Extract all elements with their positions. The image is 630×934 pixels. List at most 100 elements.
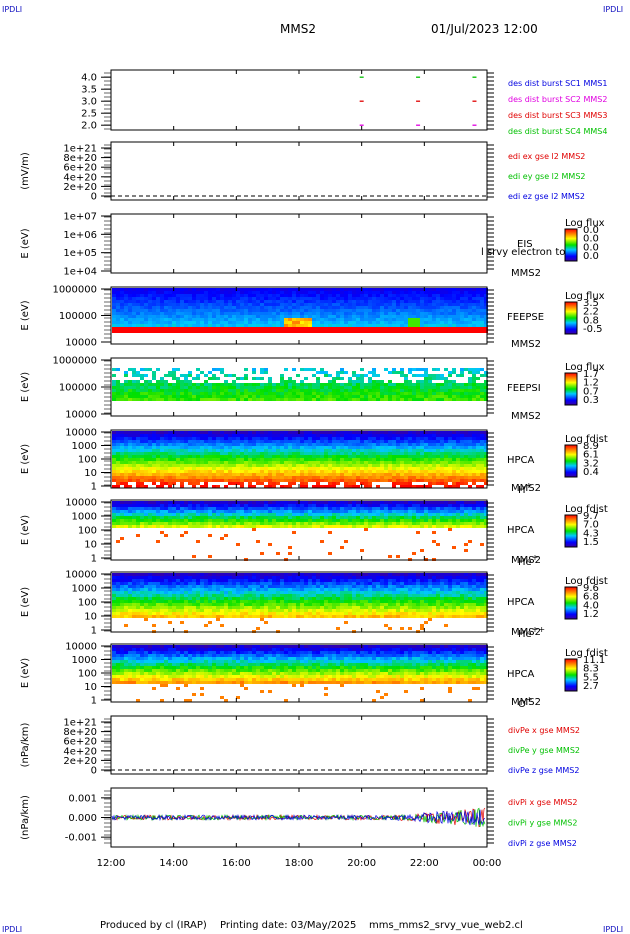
spectrogram-cell — [324, 315, 328, 318]
spectrogram-cell — [112, 461, 116, 464]
spectrogram-cell — [212, 383, 216, 386]
spectrogram-cell — [340, 443, 344, 446]
spectrogram-cell — [168, 330, 172, 333]
spectrogram-cell — [116, 501, 120, 504]
spectrogram-cell — [312, 501, 316, 504]
spectrogram-cell — [208, 330, 212, 333]
spectrogram-cell — [180, 306, 184, 309]
spectrogram-cell — [308, 507, 312, 510]
spectrogram-cell — [200, 294, 204, 297]
spectrogram-cell — [280, 522, 284, 525]
spectrogram-cell — [252, 291, 256, 294]
spectrogram-cell — [304, 522, 308, 525]
spectrogram-cell — [128, 476, 132, 479]
spectrogram-cell — [252, 446, 256, 449]
spectrogram-cell — [360, 327, 364, 330]
spectrogram-cell — [332, 504, 336, 507]
spectrogram-cell — [412, 291, 416, 294]
spectrogram-cell — [364, 398, 368, 401]
spectrogram-cell — [200, 395, 204, 398]
spectrogram-cell — [456, 467, 460, 470]
spectrogram-cell — [268, 504, 272, 507]
spectrogram-cell — [180, 294, 184, 297]
spectrogram-cell — [224, 485, 228, 488]
spectrogram-cell — [484, 470, 488, 473]
spectrogram-cell — [248, 501, 252, 504]
spectrogram-cell — [184, 467, 188, 470]
spectrogram-cell — [168, 321, 172, 324]
spectrogram-cell — [360, 516, 364, 519]
spectrogram-cell — [404, 383, 408, 386]
spectrogram-cell — [152, 297, 156, 300]
spectrogram-cell — [252, 294, 256, 297]
spectrogram-cell — [456, 437, 460, 440]
spectrogram-cell — [204, 473, 208, 476]
spectrogram-cell — [160, 309, 164, 312]
spectrogram-cell — [136, 297, 140, 300]
spectrogram-cell — [160, 434, 164, 437]
spectrogram-cell — [388, 458, 392, 461]
spectrogram-cell — [140, 288, 144, 291]
spectrogram-cell — [176, 300, 180, 303]
spectrogram-cell — [452, 479, 456, 482]
spectrogram-cell — [416, 309, 420, 312]
spectrogram-cell — [256, 522, 260, 525]
spectrogram-cell — [144, 485, 148, 488]
spectrogram-cell — [444, 330, 448, 333]
spectrogram-cell — [300, 507, 304, 510]
spectrogram-cell — [428, 392, 432, 395]
spectrogram-cell — [268, 306, 272, 309]
spectrogram-cell — [212, 479, 216, 482]
spectrogram-cell — [300, 294, 304, 297]
spectrogram-cell — [272, 395, 276, 398]
spectrogram-cell — [480, 306, 484, 309]
spectrogram-cell — [160, 327, 164, 330]
spectrogram-cell — [364, 510, 368, 513]
spectrogram-cell — [348, 485, 352, 488]
spectrogram-cell — [356, 513, 360, 516]
spectrogram-cell — [432, 449, 436, 452]
spectrogram-cell — [468, 431, 472, 434]
spectrogram-cell — [392, 443, 396, 446]
spectrogram-cell — [448, 306, 452, 309]
spectrogram-cell — [172, 470, 176, 473]
spectrogram-cell — [116, 321, 120, 324]
spectrogram-cell — [440, 321, 444, 324]
spectrogram-cell — [276, 434, 280, 437]
spectrogram-cell — [188, 371, 192, 374]
spectrogram-cell — [284, 297, 288, 300]
spectrogram-cell — [220, 312, 224, 315]
spectrogram-cell — [392, 368, 396, 371]
spectrogram-cell — [132, 431, 136, 434]
spectrogram-cell — [360, 519, 364, 522]
spectrogram-cell — [276, 392, 280, 395]
spectrogram-cell — [196, 377, 200, 380]
spectrogram-cell — [420, 455, 424, 458]
spectrogram-cell — [360, 318, 364, 321]
spectrogram-cell — [348, 479, 352, 482]
spectrogram-cell — [184, 386, 188, 389]
spectrogram-cell — [476, 386, 480, 389]
spectrogram-cell — [136, 395, 140, 398]
spectrogram-cell — [144, 443, 148, 446]
spectrogram-cell — [328, 309, 332, 312]
spectrogram-cell — [168, 458, 172, 461]
spectrogram-cell — [128, 473, 132, 476]
spectrogram-cell — [204, 476, 208, 479]
spectrogram-cell — [360, 455, 364, 458]
spectrogram-cell — [432, 374, 436, 377]
spectrogram-cell — [324, 476, 328, 479]
spectrogram-cell — [292, 507, 296, 510]
spectrogram-cell — [288, 327, 292, 330]
spectrogram-cell — [440, 476, 444, 479]
spectrogram-cell — [444, 458, 448, 461]
spectrogram-cell — [336, 291, 340, 294]
spectrogram-cell — [232, 482, 236, 485]
spectrogram-cell — [340, 389, 344, 392]
spectrogram-cell — [276, 482, 280, 485]
spectrogram-cell — [208, 507, 212, 510]
spectrogram-cell — [368, 467, 372, 470]
spectrogram-cell — [224, 443, 228, 446]
spectrogram-cell — [384, 306, 388, 309]
